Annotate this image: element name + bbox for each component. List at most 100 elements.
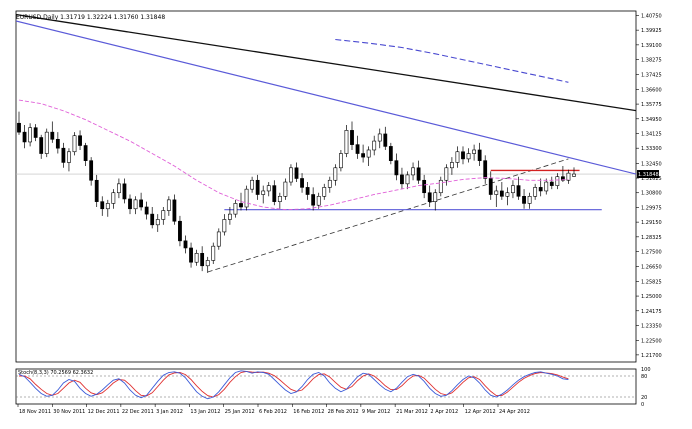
candle: [28, 123, 33, 147]
stochastic-y-label: 80: [641, 374, 647, 380]
candle-bearish: [388, 146, 393, 161]
candle: [133, 196, 138, 215]
last-price-box: [637, 170, 659, 179]
y-tick-label: 1.29150: [641, 220, 662, 226]
candle-bullish: [366, 149, 371, 158]
candle-bullish: [289, 167, 293, 183]
candle: [466, 148, 471, 163]
candle: [438, 176, 443, 197]
candle-bullish: [72, 135, 77, 153]
candle-bearish: [483, 160, 488, 179]
candle-bearish: [39, 137, 44, 154]
candle-bullish: [372, 140, 377, 151]
candle: [117, 178, 121, 199]
candle: [250, 176, 255, 193]
candle: [150, 206, 155, 229]
candle: [228, 206, 232, 225]
candle: [255, 174, 260, 200]
candle-bearish: [144, 206, 149, 215]
candle-bearish: [200, 253, 205, 267]
candle: [361, 144, 366, 163]
candle: [178, 215, 182, 247]
y-tick-label: 1.27500: [641, 250, 662, 256]
x-tick-label: 30 Nov 2011: [53, 409, 85, 415]
candle-bullish: [533, 187, 538, 197]
candle: [222, 214, 227, 236]
candle: [355, 135, 360, 159]
dashed-support-line: [207, 158, 569, 273]
candle: [266, 182, 271, 197]
candle-bearish: [94, 179, 99, 202]
candle: [555, 173, 560, 190]
candle: [494, 185, 499, 207]
x-tick-label: 13 Jan 2012: [190, 409, 220, 415]
candle: [272, 180, 277, 206]
x-tick-label: 24 Apr 2012: [499, 409, 530, 415]
last-price-label: 1.31848: [638, 172, 659, 178]
candle-bearish: [300, 178, 304, 188]
price-pane-frame: [15, 10, 637, 363]
candle-bullish: [194, 253, 199, 263]
candle: [327, 176, 332, 193]
candle-bearish: [150, 213, 155, 226]
candle: [516, 176, 521, 200]
candle-bullish: [466, 153, 471, 160]
candle: [94, 174, 99, 207]
candle-bearish: [128, 198, 132, 210]
candle-bearish: [461, 151, 465, 160]
candle-bullish: [161, 210, 166, 220]
candle: [422, 174, 427, 199]
candle-bearish: [61, 147, 66, 163]
candle: [549, 176, 554, 190]
candle: [89, 157, 94, 186]
stochastic-label: Stoch(8,3,3) 70.2569 62.3632: [18, 370, 93, 376]
y-tick-label: 1.28325: [641, 235, 662, 241]
candle-bearish: [560, 176, 565, 181]
candle: [283, 178, 288, 200]
y-tick-label: 1.31625: [641, 176, 662, 182]
candle: [172, 194, 177, 225]
candle: [333, 164, 338, 186]
candle-bearish: [55, 138, 60, 149]
stochastic-y-label: 100: [641, 367, 651, 373]
x-tick-label: 9 Mar 2012: [362, 409, 391, 415]
candle-bullish: [155, 219, 160, 226]
candle-bullish: [133, 199, 138, 210]
stochastic-y-label: 20: [641, 395, 647, 401]
candle: [522, 189, 526, 209]
y-tick-label: 1.30800: [641, 191, 662, 197]
candle-bullish: [377, 133, 382, 142]
candle: [261, 185, 266, 204]
candle-bullish: [322, 187, 327, 197]
candle-bullish: [572, 173, 576, 177]
x-tick-label: 6 Feb 2012: [259, 409, 287, 415]
candle: [205, 256, 210, 273]
candle-bearish: [499, 190, 504, 197]
candle-bearish: [538, 187, 543, 192]
candle-bearish: [255, 179, 260, 195]
moving-average-magenta: [18, 99, 569, 211]
candle: [183, 235, 188, 254]
candle: [289, 164, 293, 186]
candle-bullish: [405, 174, 410, 185]
candle: [144, 201, 149, 220]
x-tick-label: 25 Jan 2012: [225, 409, 255, 415]
candle-bullish: [105, 203, 110, 210]
candle: [416, 160, 421, 184]
candle: [527, 192, 532, 209]
candle: [161, 206, 166, 225]
candle-bullish: [44, 131, 49, 154]
candle-bullish: [566, 172, 571, 181]
candle-bearish: [178, 220, 182, 242]
candle-bearish: [172, 199, 177, 222]
candle-bearish: [183, 240, 188, 249]
y-tick-label: 1.39925: [641, 28, 662, 34]
candle: [400, 167, 404, 190]
candle-bullish: [494, 190, 499, 195]
candle-bearish: [89, 160, 94, 181]
y-tick-label: 1.21700: [641, 353, 662, 359]
y-tick-label: 1.37425: [641, 73, 662, 79]
candle-bullish: [67, 151, 71, 163]
candle: [350, 121, 354, 150]
blue-trendline: [16, 20, 636, 175]
